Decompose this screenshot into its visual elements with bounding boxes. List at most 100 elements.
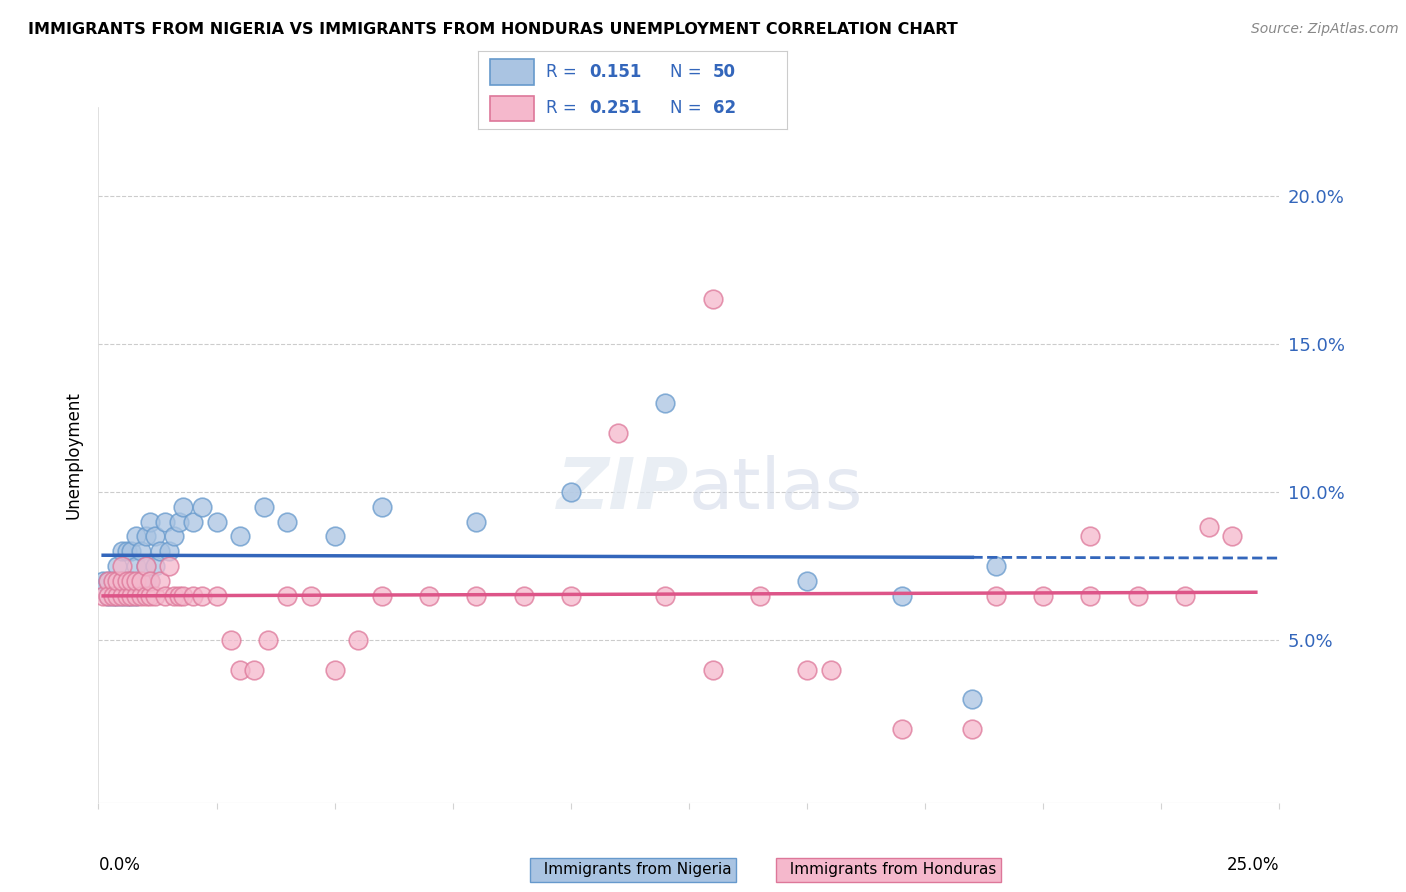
- Point: [172, 589, 194, 603]
- Point: [135, 529, 157, 543]
- Point: [253, 500, 276, 514]
- Text: R =: R =: [546, 99, 582, 117]
- Point: [143, 529, 166, 543]
- Point: [125, 589, 148, 603]
- Point: [115, 574, 138, 588]
- Point: [105, 589, 128, 603]
- Point: [125, 574, 148, 588]
- Point: [129, 574, 152, 588]
- Point: [560, 484, 582, 499]
- Text: 62: 62: [713, 99, 737, 117]
- Point: [105, 558, 128, 573]
- Point: [276, 515, 298, 529]
- Point: [299, 589, 322, 603]
- Point: [1126, 589, 1149, 603]
- Point: [121, 574, 143, 588]
- Text: 0.251: 0.251: [589, 99, 643, 117]
- Point: [129, 574, 152, 588]
- Point: [229, 529, 252, 543]
- Point: [796, 574, 818, 588]
- Point: [257, 632, 280, 647]
- Point: [129, 589, 152, 603]
- Point: [111, 589, 134, 603]
- Point: [115, 589, 138, 603]
- Point: [820, 663, 842, 677]
- Text: R =: R =: [546, 63, 582, 81]
- Point: [139, 589, 162, 603]
- Point: [607, 425, 630, 440]
- Point: [97, 589, 120, 603]
- Point: [111, 589, 134, 603]
- Point: [167, 515, 190, 529]
- Point: [229, 663, 252, 677]
- Point: [1080, 529, 1102, 543]
- Point: [91, 574, 114, 588]
- Point: [139, 574, 162, 588]
- Point: [135, 574, 157, 588]
- Point: [135, 558, 157, 573]
- Point: [163, 529, 186, 543]
- Point: [125, 529, 148, 543]
- Point: [101, 574, 124, 588]
- Text: Immigrants from Nigeria: Immigrants from Nigeria: [534, 863, 733, 877]
- Point: [796, 663, 818, 677]
- Point: [465, 515, 488, 529]
- Text: 0.151: 0.151: [589, 63, 641, 81]
- Point: [101, 574, 124, 588]
- Text: N =: N =: [669, 63, 707, 81]
- Point: [115, 574, 138, 588]
- Y-axis label: Unemployment: Unemployment: [65, 391, 83, 519]
- Point: [748, 589, 770, 603]
- Point: [418, 589, 440, 603]
- Point: [191, 500, 214, 514]
- Point: [702, 663, 724, 677]
- Point: [129, 544, 152, 558]
- Text: IMMIGRANTS FROM NIGERIA VS IMMIGRANTS FROM HONDURAS UNEMPLOYMENT CORRELATION CHA: IMMIGRANTS FROM NIGERIA VS IMMIGRANTS FR…: [28, 22, 957, 37]
- Point: [654, 396, 676, 410]
- Text: atlas: atlas: [689, 455, 863, 524]
- Point: [163, 589, 186, 603]
- Point: [172, 500, 194, 514]
- Point: [276, 589, 298, 603]
- Point: [111, 574, 134, 588]
- FancyBboxPatch shape: [491, 95, 534, 121]
- Point: [984, 558, 1007, 573]
- Point: [181, 515, 204, 529]
- Point: [149, 544, 172, 558]
- Text: Source: ZipAtlas.com: Source: ZipAtlas.com: [1251, 22, 1399, 37]
- Text: N =: N =: [669, 99, 707, 117]
- Point: [1174, 589, 1197, 603]
- Point: [97, 574, 120, 588]
- Point: [97, 589, 120, 603]
- Point: [654, 589, 676, 603]
- Point: [1080, 589, 1102, 603]
- Point: [157, 558, 180, 573]
- Point: [1220, 529, 1243, 543]
- Point: [153, 515, 176, 529]
- Point: [323, 529, 346, 543]
- Point: [143, 589, 166, 603]
- Point: [101, 589, 124, 603]
- Point: [465, 589, 488, 603]
- Point: [157, 544, 180, 558]
- Point: [1198, 520, 1220, 534]
- Point: [512, 589, 534, 603]
- Point: [121, 589, 143, 603]
- Point: [371, 500, 394, 514]
- Point: [984, 589, 1007, 603]
- Point: [962, 722, 984, 736]
- Point: [191, 589, 214, 603]
- Point: [121, 574, 143, 588]
- Point: [115, 544, 138, 558]
- Point: [115, 589, 138, 603]
- Point: [121, 544, 143, 558]
- Point: [347, 632, 370, 647]
- Point: [111, 574, 134, 588]
- Point: [135, 558, 157, 573]
- Point: [890, 722, 912, 736]
- Point: [181, 589, 204, 603]
- Point: [143, 558, 166, 573]
- Text: 50: 50: [713, 63, 737, 81]
- Point: [205, 589, 228, 603]
- Point: [135, 589, 157, 603]
